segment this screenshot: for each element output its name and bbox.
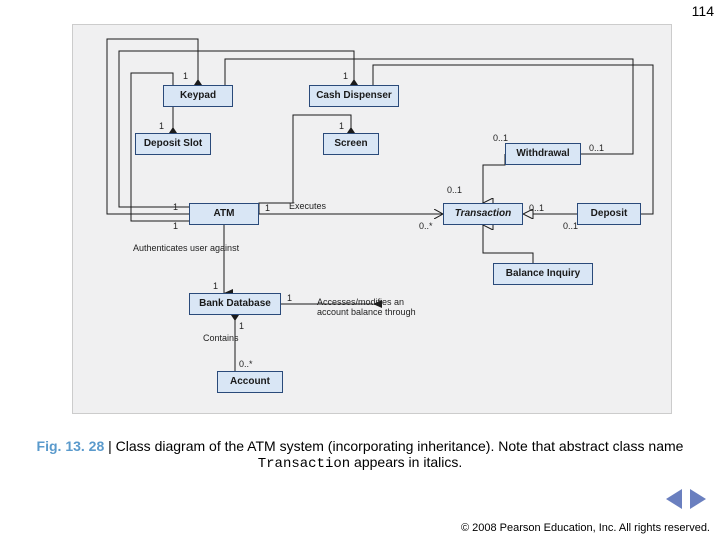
edge-label-8: Authenticates user against: [133, 243, 239, 253]
uml-diagram: KeypadCash DispenserDeposit SlotScreenWi…: [72, 24, 672, 414]
edge-label-4: Executes: [289, 201, 326, 211]
multiplicity-15: 0..*: [239, 359, 253, 369]
caption-code: Transaction: [258, 456, 350, 472]
multiplicity-1: 1: [343, 71, 348, 81]
multiplicity-2: 1: [159, 121, 164, 131]
multiplicity-12: 0..1: [589, 143, 604, 153]
multiplicity-8: 0..1: [447, 185, 462, 195]
multiplicity-10: 0..1: [563, 221, 578, 231]
multiplicity-14: 1: [239, 321, 244, 331]
multiplicity-0: 1: [183, 71, 188, 81]
prev-slide-icon[interactable]: [666, 489, 682, 509]
multiplicity-9: 0..1: [529, 203, 544, 213]
figure-number: Fig. 13. 28: [37, 438, 105, 454]
multiplicity-11: 0..1: [493, 133, 508, 143]
caption-text-2: appears in italics.: [350, 454, 462, 470]
caption-sep: |: [104, 438, 115, 454]
slide-nav: [664, 489, 708, 514]
multiplicity-4: 1: [173, 202, 178, 212]
edge-label-9: Contains: [203, 333, 239, 343]
figure-caption: Fig. 13. 28 | Class diagram of the ATM s…: [30, 438, 690, 472]
multiplicity-3: 1: [339, 121, 344, 131]
multiplicity-13: 1: [213, 281, 218, 291]
multiplicity-7: 0..*: [419, 221, 433, 231]
next-slide-icon[interactable]: [690, 489, 706, 509]
multiplicity-16: 1: [287, 293, 292, 303]
copyright-text: © 2008 Pearson Education, Inc. All right…: [461, 522, 710, 534]
multiplicity-5: 1: [173, 221, 178, 231]
multiplicity-6: 1: [265, 203, 270, 213]
edge-label-10: Accesses/modifies an account balance thr…: [317, 297, 416, 317]
page-number: 114: [692, 3, 714, 19]
caption-text-1: Class diagram of the ATM system (incorpo…: [116, 438, 684, 454]
